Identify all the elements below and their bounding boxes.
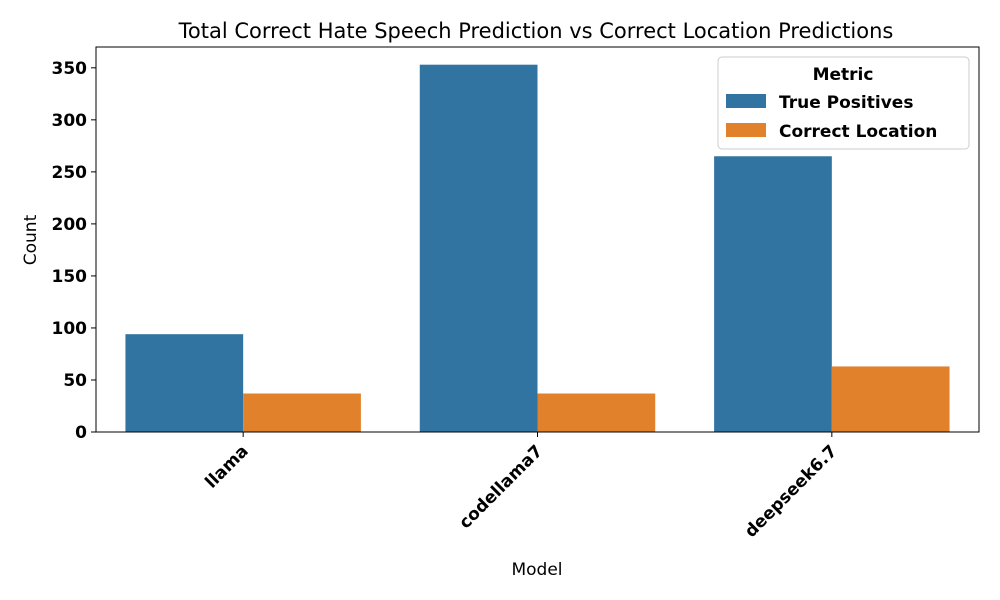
legend-swatch-correct-location: [726, 123, 766, 137]
legend-box: [717, 56, 970, 150]
x-tick-label: deepseek6.7: [741, 441, 841, 541]
chart-title: Total Correct Hate Speech Prediction vs …: [178, 19, 894, 43]
y-axis-ticks: 0 50 100 150 200 250 300 350: [52, 59, 96, 443]
bar-deepseek6-7-correct-location: [831, 366, 950, 432]
x-axis-label: Model: [511, 560, 562, 580]
x-axis-ticks: llama codellama7 deepseek6.7: [202, 432, 841, 542]
bar-codellama7-correct-location: [537, 393, 656, 432]
y-tick-label: 150: [52, 267, 88, 287]
bar-deepseek6-7-true-positives: [714, 156, 832, 432]
legend-swatch-true-positives: [726, 94, 766, 108]
y-tick-label: 350: [52, 59, 88, 79]
y-tick-label: 250: [52, 163, 88, 183]
y-axis-label: Count: [21, 214, 41, 265]
bar-codellama7-true-positives: [419, 64, 538, 433]
y-tick-label: 0: [75, 423, 87, 443]
y-tick-label: 300: [52, 111, 88, 131]
y-tick-label: 100: [52, 319, 88, 339]
bar-llama-correct-location: [243, 393, 361, 432]
legend-label-true-positives: True Positives: [779, 93, 913, 113]
y-tick-label: 50: [63, 371, 87, 391]
x-tick-label: codellama7: [455, 441, 547, 533]
bar-llama-true-positives: [125, 334, 244, 432]
plot-frame: [95, 46, 980, 433]
legend-title: Metric: [813, 65, 874, 85]
y-tick-label: 200: [52, 215, 88, 235]
x-tick-label: llama: [202, 441, 253, 492]
legend-label-correct-location: Correct Location: [779, 122, 937, 142]
legend: Metric True Positives Correct Location: [717, 56, 970, 150]
bars-group: [125, 64, 950, 433]
